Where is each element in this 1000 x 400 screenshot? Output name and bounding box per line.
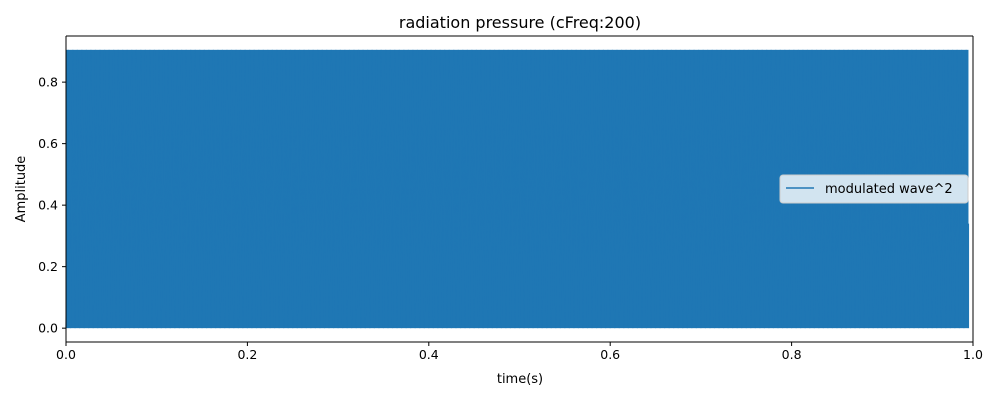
x-tick-label: 0.6 — [600, 347, 620, 362]
x-tick-label: 0.0 — [56, 347, 76, 362]
x-tick-label: 1.0 — [963, 347, 983, 362]
y-tick-label: 0.0 — [38, 321, 58, 336]
y-tick-label: 0.2 — [38, 259, 58, 274]
x-axis-ticks: 0.0 0.2 0.4 0.6 0.8 1.0 — [56, 342, 983, 362]
x-tick-label: 0.2 — [237, 347, 257, 362]
y-tick-label: 0.8 — [38, 75, 58, 90]
axes-frame — [65, 35, 974, 343]
y-axis-label: Amplitude — [14, 156, 29, 223]
y-tick-label: 0.4 — [38, 198, 58, 213]
legend: modulated wave^2 — [779, 174, 969, 204]
x-tick-label: 0.8 — [782, 347, 802, 362]
legend-box — [779, 174, 969, 204]
y-tick-label: 0.6 — [38, 136, 58, 151]
x-tick-label: 0.4 — [419, 347, 439, 362]
legend-entry-modulated-wave: modulated wave^2 — [825, 182, 953, 197]
x-axis-label: time(s) — [497, 372, 543, 387]
chart-title: radiation pressure (cFreq:200) — [399, 13, 641, 32]
y-axis-ticks: 0.0 0.2 0.4 0.6 0.8 — [38, 75, 66, 336]
